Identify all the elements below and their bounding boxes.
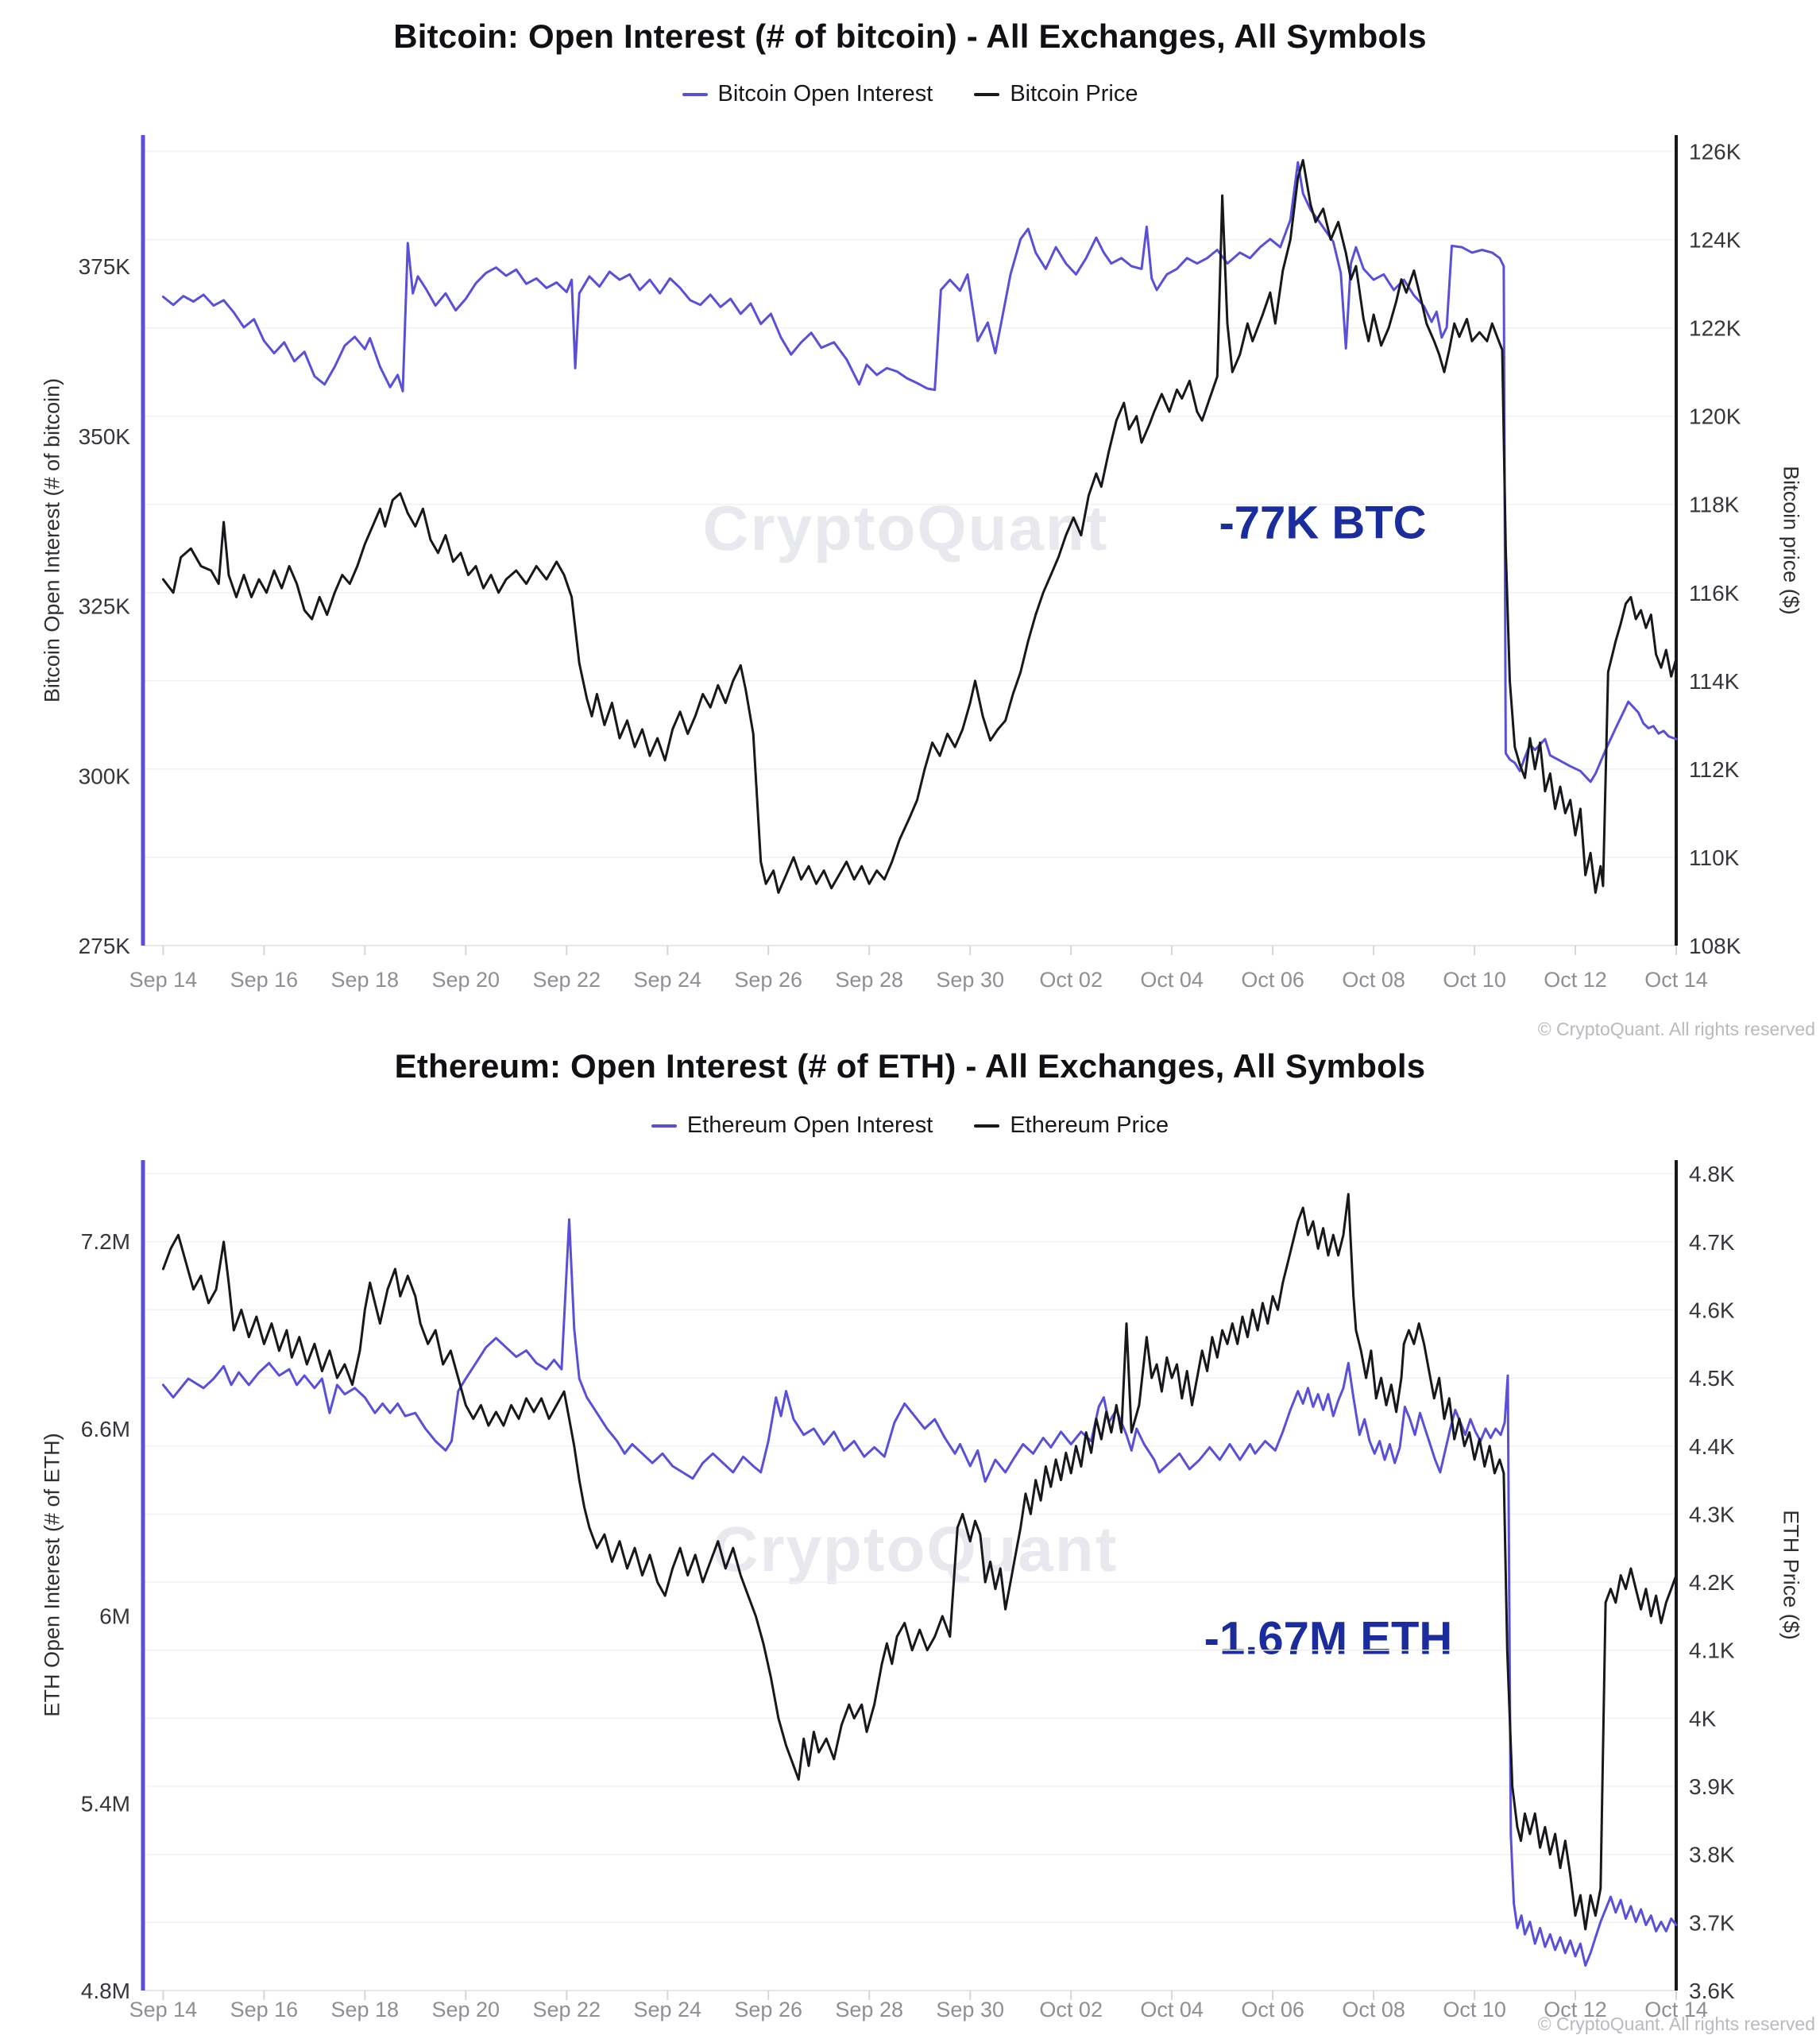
eth-drop-annotation: -1.67M ETH [1204, 1612, 1453, 1665]
x-tick-label: Sep 24 [634, 968, 702, 992]
x-tick-label: Oct 12 [1544, 968, 1607, 992]
right-y-tick-label: 4K [1689, 1706, 1717, 1731]
left-y-tick-label: 5.4M [81, 1791, 130, 1816]
right-y-tick-label: 4.3K [1689, 1502, 1735, 1526]
right-y-tick-label: 120K [1689, 404, 1741, 429]
line-swatch-icon [974, 1124, 1000, 1128]
x-tick-label: Sep 22 [533, 968, 601, 992]
series-line-bitcoin-open-interest [161, 161, 1678, 783]
bitcoin-chart-legend: Bitcoin Open Interest Bitcoin Price [0, 81, 1820, 107]
right-y-tick-label: 3.8K [1689, 1843, 1735, 1867]
right-y-tick-label: 122K [1689, 316, 1741, 341]
legend-label: Bitcoin Price [1010, 81, 1138, 106]
x-tick-label: Sep 18 [331, 968, 400, 992]
x-tick-label: Sep 18 [331, 1998, 400, 2021]
legend-item-bitcoin-price[interactable]: Bitcoin Price [974, 81, 1138, 107]
x-tick-label: Sep 14 [129, 968, 198, 992]
right-y-tick-label: 114K [1689, 669, 1740, 694]
right-y-tick-label: 124K [1689, 228, 1741, 253]
x-tick-label: Sep 16 [230, 1998, 299, 2021]
right-y-tick-label: 4.5K [1689, 1366, 1735, 1391]
right-y-tick-label: 108K [1689, 934, 1741, 958]
right-y-tick-label: 112K [1689, 757, 1740, 782]
x-tick-label: Sep 30 [936, 1998, 1004, 2021]
x-tick-label: Sep 30 [936, 968, 1004, 992]
bitcoin-chart-title: Bitcoin: Open Interest (# of bitcoin) - … [393, 17, 1427, 55]
line-swatch-icon [651, 1124, 677, 1128]
x-tick-label: Oct 12 [1544, 1998, 1607, 2021]
x-tick-label: Oct 08 [1342, 968, 1405, 992]
right-y-tick-label: 4.4K [1689, 1434, 1735, 1459]
legend-label: Bitcoin Open Interest [717, 81, 933, 106]
right-y-tick-label: 4.2K [1689, 1570, 1735, 1595]
x-tick-label: Oct 02 [1039, 968, 1103, 992]
right-y-tick-label: 3.7K [1689, 1910, 1735, 1935]
right-y-tick-label: 116K [1689, 581, 1740, 605]
legend-label: Ethereum Price [1010, 1112, 1169, 1138]
x-tick-label: Sep 20 [432, 1998, 500, 2021]
x-tick-label: Oct 14 [1644, 968, 1708, 992]
right-y-tick-label: 4.6K [1689, 1298, 1735, 1322]
ethereum-chart-legend: Ethereum Open Interest Ethereum Price [0, 1112, 1820, 1139]
left-y-tick-label: 4.8M [81, 1979, 130, 2003]
x-tick-label: Oct 04 [1140, 968, 1204, 992]
right-y-tick-label: 4.1K [1689, 1638, 1735, 1663]
cryptoquant-watermark: CryptoQuant [712, 1514, 1119, 1584]
line-swatch-icon [682, 92, 708, 96]
left-y-tick-label: 6M [99, 1604, 130, 1629]
x-tick-label: Oct 10 [1443, 1998, 1506, 2021]
series-line-ethereum-open-interest [161, 1218, 1678, 1967]
right-y-tick-label: 4.7K [1689, 1230, 1735, 1255]
left-y-tick-label: 325K [79, 594, 131, 619]
left-y-tick-label: 275K [79, 934, 131, 958]
right-y-tick-label: 4.8K [1689, 1162, 1735, 1186]
x-tick-label: Sep 14 [129, 1998, 198, 2021]
x-tick-label: Oct 06 [1241, 1998, 1304, 2021]
x-tick-label: Oct 04 [1140, 1998, 1204, 2021]
x-tick-label: Sep 28 [835, 968, 903, 992]
line-swatch-icon [974, 92, 1000, 96]
x-tick-label: Oct 14 [1644, 1998, 1708, 2021]
left-y-tick-label: 7.2M [81, 1229, 130, 1254]
legend-label: Ethereum Open Interest [686, 1112, 933, 1138]
x-tick-label: Sep 28 [835, 1998, 903, 2021]
right-y-tick-label: 126K [1689, 140, 1741, 164]
x-tick-label: Sep 26 [734, 1998, 802, 2021]
left-y-tick-label: 6.6M [81, 1417, 130, 1441]
x-tick-label: Sep 22 [533, 1998, 601, 2021]
x-tick-label: Oct 08 [1342, 1998, 1405, 2021]
left-y-tick-label: 350K [79, 424, 131, 449]
series-line-ethereum-price [161, 1193, 1678, 1931]
x-tick-label: Sep 20 [432, 968, 500, 992]
legend-item-ethereum-open-interest[interactable]: Ethereum Open Interest [651, 1112, 933, 1139]
x-tick-label: Sep 24 [634, 1998, 702, 2021]
ethereum-chart-title: Ethereum: Open Interest (# of ETH) - All… [394, 1047, 1426, 1085]
series-line-bitcoin-price [161, 159, 1678, 894]
left-y-tick-label: 375K [79, 254, 131, 279]
copyright-notice: © CryptoQuant. All rights reserved [1537, 1019, 1815, 1039]
x-tick-label: Oct 02 [1039, 1998, 1103, 2021]
left-y-tick-label: 300K [79, 764, 131, 788]
legend-item-ethereum-price[interactable]: Ethereum Price [974, 1112, 1169, 1139]
right-y-tick-label: 3.6K [1689, 1979, 1735, 2003]
x-tick-label: Sep 26 [734, 968, 802, 992]
copyright-notice: © CryptoQuant. All rights reserved [1537, 2014, 1815, 2034]
btc-drop-annotation: -77K BTC [1219, 497, 1427, 549]
right-y-tick-label: 3.9K [1689, 1774, 1735, 1799]
right-y-tick-label: 118K [1689, 493, 1740, 517]
x-tick-label: Oct 10 [1443, 968, 1506, 992]
x-tick-label: Oct 06 [1241, 968, 1304, 992]
legend-item-bitcoin-open-interest[interactable]: Bitcoin Open Interest [682, 81, 933, 107]
right-y-tick-label: 110K [1689, 845, 1740, 870]
x-tick-label: Sep 16 [230, 968, 299, 992]
